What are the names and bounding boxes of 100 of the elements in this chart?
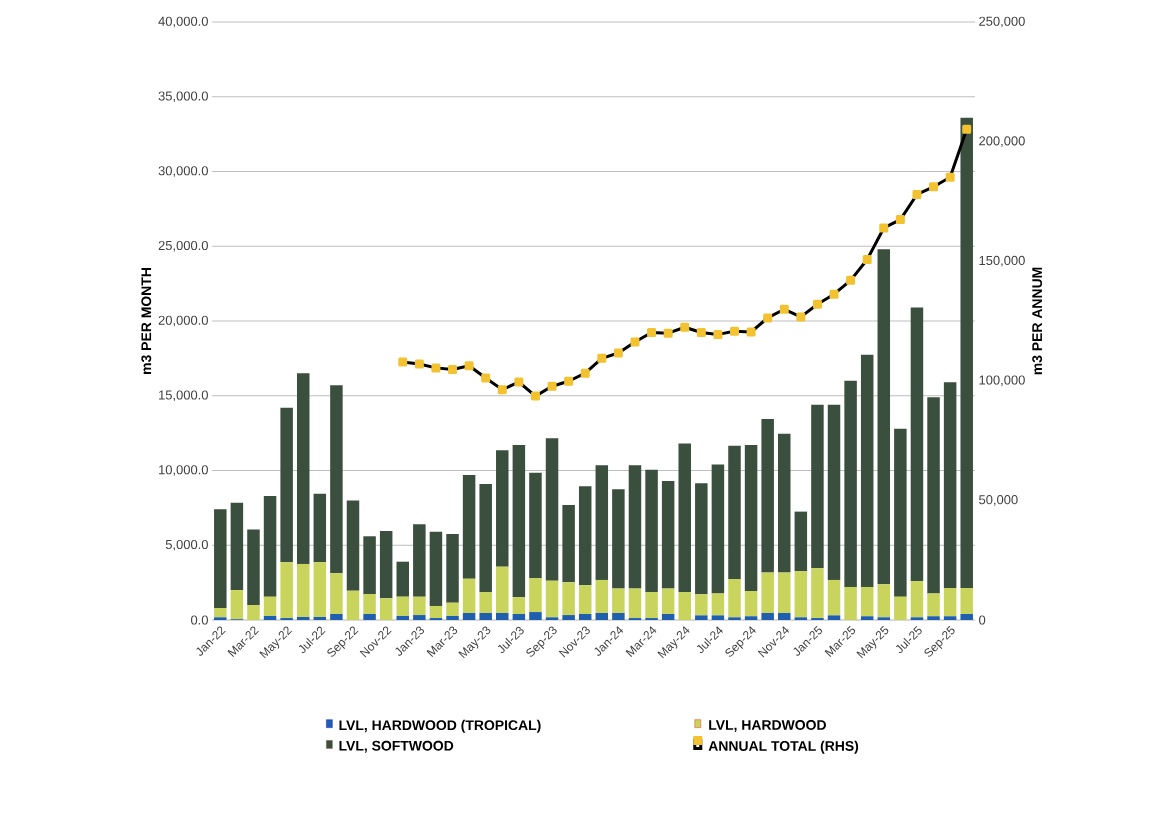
bar	[827, 615, 841, 620]
bar	[446, 602, 459, 616]
bar	[711, 464, 725, 594]
y2-tick-label: 100,000	[979, 375, 1025, 387]
bar	[761, 418, 774, 573]
bar	[479, 612, 492, 620]
bar	[496, 612, 509, 620]
bar	[894, 428, 907, 597]
bar	[545, 580, 559, 618]
bar	[711, 593, 725, 616]
bar	[230, 590, 244, 620]
bar	[794, 511, 808, 572]
bar	[695, 594, 708, 616]
bar	[363, 614, 376, 620]
bar	[927, 616, 940, 620]
bar	[595, 579, 609, 613]
bar	[363, 593, 376, 615]
y2-tick-label: 200,000	[979, 136, 1025, 147]
bar	[645, 469, 658, 593]
bar	[844, 380, 857, 587]
bar	[496, 450, 509, 567]
bar	[462, 612, 476, 620]
bar	[214, 617, 227, 620]
bar	[280, 562, 293, 619]
bar	[761, 612, 774, 620]
bar	[379, 598, 393, 620]
bar	[612, 489, 625, 589]
bar	[695, 615, 708, 620]
bar	[296, 563, 310, 618]
bar	[512, 445, 526, 598]
bar	[296, 617, 310, 620]
bar	[877, 249, 891, 585]
bar	[247, 529, 260, 606]
bar	[811, 404, 824, 569]
bar	[860, 616, 874, 620]
bar	[595, 465, 609, 580]
bar	[827, 579, 841, 616]
bar	[695, 483, 708, 595]
bar	[628, 465, 642, 589]
bar	[429, 531, 443, 606]
y2-tick-label: 50,000	[979, 495, 1018, 506]
bar	[860, 354, 874, 587]
legend-label: LVL, HARDWOOD	[709, 720, 826, 732]
bar	[446, 534, 459, 603]
bar	[877, 584, 891, 618]
y2-tick-label: 0	[979, 615, 986, 625]
bar	[910, 617, 924, 620]
bar	[429, 605, 443, 619]
bar	[794, 617, 808, 620]
bar	[778, 572, 791, 613]
y-tick-label: 30,000.0	[158, 166, 208, 177]
legend-label: ANNUAL TOTAL (RHS)	[708, 740, 859, 754]
bar	[313, 617, 327, 620]
bar	[860, 586, 874, 617]
bar	[396, 615, 409, 620]
bar	[413, 615, 426, 620]
bar	[678, 592, 691, 620]
bar	[960, 117, 973, 589]
bar	[612, 588, 625, 613]
bar	[943, 588, 957, 617]
bar	[960, 588, 973, 615]
bar	[313, 493, 327, 563]
bar	[960, 614, 973, 620]
bar	[761, 572, 774, 613]
bar	[562, 504, 575, 583]
bar	[545, 617, 559, 620]
bar	[330, 573, 343, 615]
y-axis-title: m3 PER MONTH	[141, 268, 152, 374]
bar	[910, 581, 924, 618]
bar	[744, 616, 758, 620]
bar	[927, 593, 940, 617]
bar	[744, 445, 758, 591]
y-tick-label: 40,000.0	[158, 16, 208, 28]
bar	[346, 500, 360, 591]
bar	[413, 596, 426, 616]
bar	[628, 588, 642, 619]
bar	[529, 612, 542, 620]
y-tick-label: 15,000.0	[159, 390, 208, 402]
bar	[479, 483, 492, 593]
bar	[230, 502, 244, 591]
bar	[728, 445, 741, 580]
bar	[529, 472, 542, 579]
bar	[413, 524, 426, 597]
bar	[529, 578, 542, 613]
bar	[214, 608, 227, 618]
bar	[744, 591, 758, 617]
bar	[280, 407, 293, 563]
bar	[728, 579, 741, 618]
bar	[479, 592, 492, 613]
bar	[827, 404, 841, 580]
legend-label: LVL, HARDWOOD (TROPICAL)	[339, 719, 541, 733]
bar	[545, 438, 559, 581]
y-tick-label: 0.0	[190, 615, 208, 625]
bar	[330, 385, 343, 574]
y2-tick-label: 250,000	[979, 16, 1025, 28]
y-tick-label: 25,000.0	[158, 240, 208, 252]
y-tick-label: 10,000.0	[159, 465, 208, 476]
bar	[728, 617, 741, 620]
legend-label: LVL, SOFTWOOD	[339, 740, 454, 753]
bar	[562, 615, 575, 620]
